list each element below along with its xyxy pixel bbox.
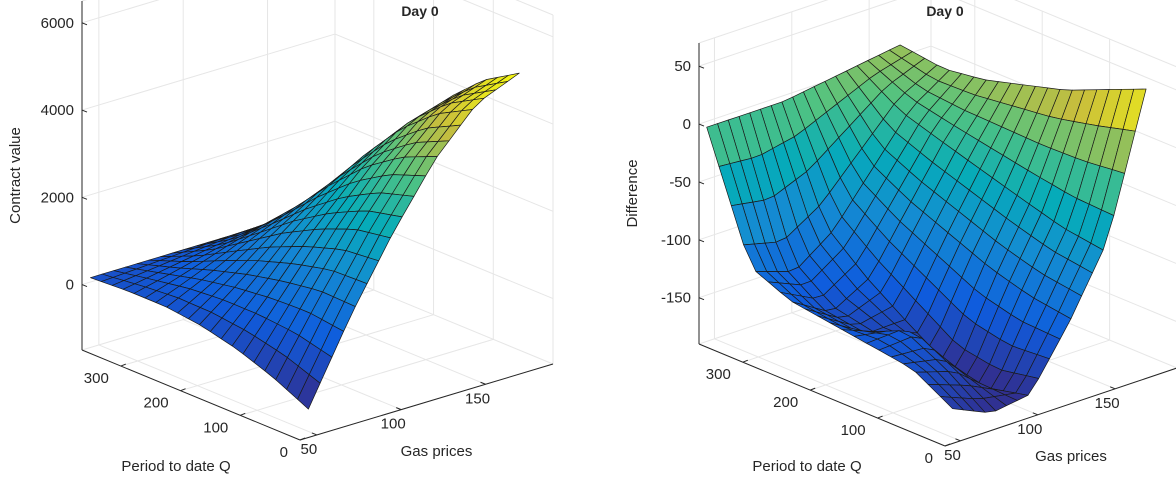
left-surface-plot: 50 100 150 0 100 200 300 0 2000 4000 6000 Gas price…	[7, 0, 553, 475]
x-tick-mark	[312, 433, 317, 435]
z-tick-label: 0	[66, 277, 74, 294]
z-tick-label: -150	[661, 290, 691, 307]
chart-title: Day 0	[401, 3, 439, 19]
y-tick-label: 200	[773, 394, 798, 411]
z-gridline	[335, 0, 553, 37]
x-axis-line	[300, 364, 553, 440]
z-gridline	[82, 34, 335, 110]
x-tick-mark	[396, 408, 401, 410]
y-tick-label: 200	[144, 395, 169, 412]
y-tick-label: 100	[203, 419, 228, 436]
back-wall-edge	[335, 0, 553, 15]
z-tick-label: -50	[669, 174, 691, 191]
z-axis-label: Contract value	[7, 127, 24, 224]
x-tick-label: 50	[944, 447, 961, 464]
back-wall-edge	[699, 0, 931, 43]
x-axis-label: Gas prices	[1035, 448, 1107, 465]
z-tick-mark	[699, 124, 704, 126]
y-axis-label: Period to date Q	[752, 458, 861, 475]
y-tick-label: 300	[706, 366, 731, 383]
right-surface-plot: 50 100 150 0 100 200 300 -150 -100 -50 0 50 Gas pric…	[624, 0, 1176, 475]
z-tick-label: 6000	[41, 15, 74, 32]
z-tick-label: -100	[661, 232, 691, 249]
surface	[90, 73, 519, 409]
z-gridline	[82, 121, 335, 197]
z-tick-mark	[82, 197, 87, 199]
x-axis-label: Gas prices	[401, 443, 473, 460]
y-tick-label: 300	[84, 370, 109, 387]
x-tick-mark	[481, 382, 486, 384]
back-wall-edge	[931, 0, 1176, 67]
y-tick-label: 100	[841, 422, 866, 439]
back-wall-edge	[82, 0, 335, 1]
z-tick-label: 50	[674, 58, 691, 75]
back-wall-edge	[335, 274, 553, 364]
z-tick-label: 0	[683, 116, 691, 133]
z-gridline	[82, 0, 335, 23]
z-tick-mark	[82, 23, 87, 25]
z-tick-mark	[82, 285, 87, 287]
z-tick-mark	[699, 66, 704, 68]
x-tick-mark	[1033, 413, 1038, 415]
x-tick-mark	[1110, 387, 1115, 389]
x-tick-label: 100	[381, 416, 406, 433]
surface	[707, 45, 1146, 412]
z-tick-mark	[699, 182, 704, 184]
y-axis-label: Period to date Q	[121, 458, 230, 475]
x-tick-label: 150	[1095, 395, 1120, 412]
z-tick-mark	[699, 240, 704, 242]
y-tick-label: 0	[925, 450, 933, 467]
chart-title: Day 0	[926, 3, 964, 19]
z-tick-label: 4000	[41, 102, 74, 119]
z-tick-label: 2000	[41, 189, 74, 206]
z-tick-mark	[699, 298, 704, 300]
x-tick-mark	[955, 439, 960, 441]
z-tick-mark	[82, 110, 87, 112]
x-tick-label: 150	[465, 390, 490, 407]
x-tick-label: 100	[1017, 421, 1042, 438]
x-tick-label: 50	[301, 441, 318, 458]
y-tick-label: 0	[280, 444, 288, 461]
z-axis-label: Difference	[624, 159, 641, 227]
